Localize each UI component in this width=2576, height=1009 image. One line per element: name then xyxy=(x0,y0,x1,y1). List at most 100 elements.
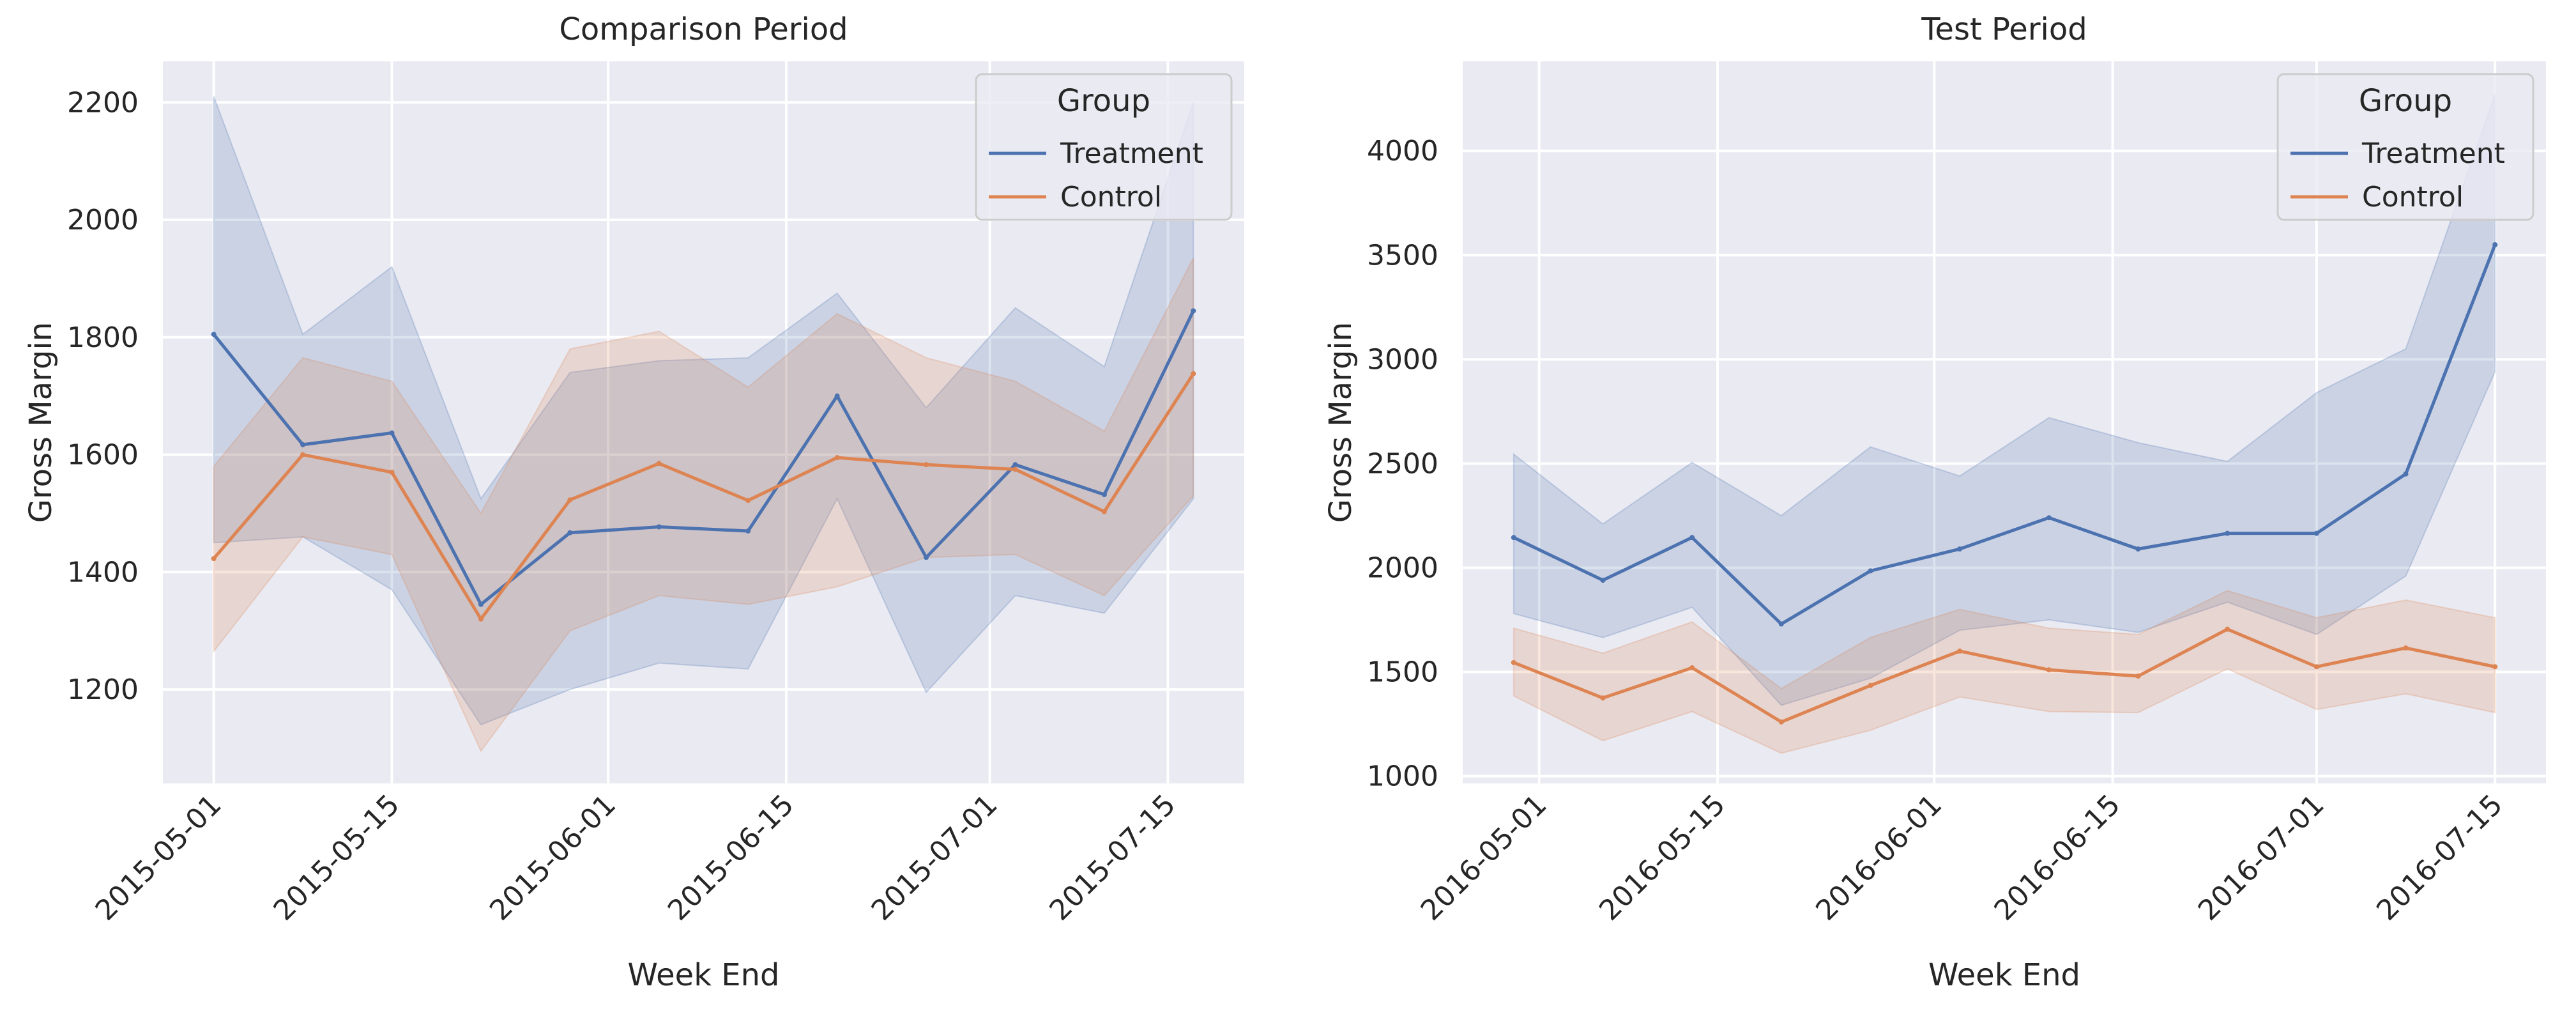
confidence-band-control xyxy=(1513,590,2496,754)
chart-panel-1: 1200 1400 1600 1800 2000 2200 2015-05-01 2015-0… xyxy=(23,12,1244,993)
x-tick-label: 2015-07-01 xyxy=(865,789,1004,927)
data-point-treatment xyxy=(1689,535,1695,541)
data-point-treatment xyxy=(1600,578,1606,583)
data-point-control xyxy=(567,497,573,503)
data-point-control xyxy=(1191,371,1196,376)
x-tick-label: 2015-05-15 xyxy=(268,789,406,927)
y-tick-label: 1200 xyxy=(67,674,139,706)
data-point-control xyxy=(1689,665,1695,671)
x-tick-label: 2016-06-15 xyxy=(1988,789,2127,927)
data-point-treatment xyxy=(1012,462,1018,468)
data-point-treatment xyxy=(2046,515,2052,521)
x-tick-label: 2015-07-15 xyxy=(1044,789,1182,927)
data-point-control xyxy=(389,470,395,475)
x-axis-label: Week End xyxy=(1928,957,2080,993)
x-tick-label: 2016-05-01 xyxy=(1415,789,1553,927)
data-point-treatment xyxy=(300,442,306,447)
data-point-treatment xyxy=(1957,546,1963,552)
data-point-control xyxy=(924,462,929,468)
series-line-treatment xyxy=(212,309,1195,606)
y-tick-label: 3000 xyxy=(1367,343,1438,376)
y-axis-label: Gross Margin xyxy=(1323,322,1359,523)
y-tick-label: 2000 xyxy=(67,204,139,236)
data-point-control xyxy=(1511,659,1516,665)
data-point-treatment xyxy=(2492,242,2498,247)
series-line-treatment xyxy=(1512,243,2497,626)
legend: Group Treatment Control xyxy=(975,73,1233,221)
y-tick-label: 2200 xyxy=(67,86,139,119)
x-tick-label: 2015-06-15 xyxy=(662,789,800,927)
data-point-control xyxy=(2492,664,2498,670)
chart-title: Comparison Period xyxy=(559,12,848,47)
confidence-band-treatment xyxy=(213,96,1194,726)
data-point-control xyxy=(1012,466,1018,472)
data-point-treatment xyxy=(2135,546,2141,552)
data-point-control xyxy=(2403,645,2409,651)
y-tick-label: 2000 xyxy=(1367,551,1438,584)
data-point-control xyxy=(478,616,484,622)
legend: Group Treatment Control xyxy=(2276,73,2534,221)
data-point-treatment xyxy=(211,332,217,337)
legend-box xyxy=(975,73,1233,221)
data-point-treatment xyxy=(2403,471,2409,477)
legend-label-treatment: Treatment xyxy=(2361,137,2505,170)
x-tick-label: 2015-06-01 xyxy=(484,789,622,927)
x-tick-label: 2016-07-15 xyxy=(2370,789,2509,927)
chart-panel-2: 1000 1500 2000 2500 3000 3500 4000 2016-05-01 20… xyxy=(1323,12,2546,993)
chart-title: Test Period xyxy=(1921,12,2087,47)
data-point-control xyxy=(745,498,751,504)
data-point-control xyxy=(2046,667,2052,673)
series-line-control xyxy=(212,372,1195,621)
data-point-control xyxy=(2225,626,2230,632)
y-tick-label: 2500 xyxy=(1367,447,1438,480)
data-point-control xyxy=(1778,719,1784,725)
y-tick-label: 1600 xyxy=(67,439,139,472)
data-point-control xyxy=(656,461,662,466)
x-tick-label: 2016-07-01 xyxy=(2192,789,2331,927)
data-point-treatment xyxy=(834,393,840,399)
data-point-treatment xyxy=(567,530,573,535)
legend-label-control: Control xyxy=(1060,181,1162,213)
data-point-treatment xyxy=(1868,568,1873,574)
y-tick-label: 4000 xyxy=(1367,135,1438,167)
data-point-treatment xyxy=(478,601,484,607)
legend-title: Group xyxy=(1057,83,1150,119)
data-point-control xyxy=(2135,674,2141,679)
confidence-band-control xyxy=(213,258,1194,753)
data-point-treatment xyxy=(1101,492,1107,497)
data-point-treatment xyxy=(1191,308,1196,314)
data-point-control xyxy=(1868,682,1873,688)
data-point-treatment xyxy=(389,430,395,436)
x-tick-label: 2015-05-01 xyxy=(89,789,228,927)
legend-label-treatment: Treatment xyxy=(1060,137,1203,170)
data-point-treatment xyxy=(2313,530,2319,536)
y-axis-label: Gross Margin xyxy=(23,322,59,523)
confidence-band-treatment xyxy=(1513,94,2496,706)
y-tick-label: 1500 xyxy=(1367,656,1438,689)
x-axis-label: Week End xyxy=(628,957,780,993)
series-line-control xyxy=(1512,628,2497,724)
data-point-control xyxy=(2313,664,2319,670)
legend-title: Group xyxy=(2359,83,2452,119)
data-point-control xyxy=(300,452,306,458)
data-point-control xyxy=(1957,648,1963,654)
y-tick-label: 1000 xyxy=(1367,760,1438,793)
data-point-control xyxy=(834,455,840,461)
y-tick-label: 1400 xyxy=(67,556,139,589)
y-tick-label: 1800 xyxy=(67,321,139,354)
data-point-control xyxy=(1101,509,1107,514)
data-point-control xyxy=(211,556,217,562)
legend-box xyxy=(2276,73,2534,221)
data-point-treatment xyxy=(2225,530,2230,536)
data-point-treatment xyxy=(656,524,662,530)
y-tick-label: 3500 xyxy=(1367,239,1438,272)
data-point-treatment xyxy=(1511,535,1516,541)
data-point-treatment xyxy=(745,528,751,534)
legend-label-control: Control xyxy=(2362,181,2464,213)
x-tick-label: 2016-05-15 xyxy=(1593,789,1732,927)
data-point-treatment xyxy=(924,555,929,560)
data-point-control xyxy=(1600,695,1606,701)
x-tick-label: 2016-06-01 xyxy=(1810,789,1948,927)
data-point-treatment xyxy=(1778,621,1784,627)
